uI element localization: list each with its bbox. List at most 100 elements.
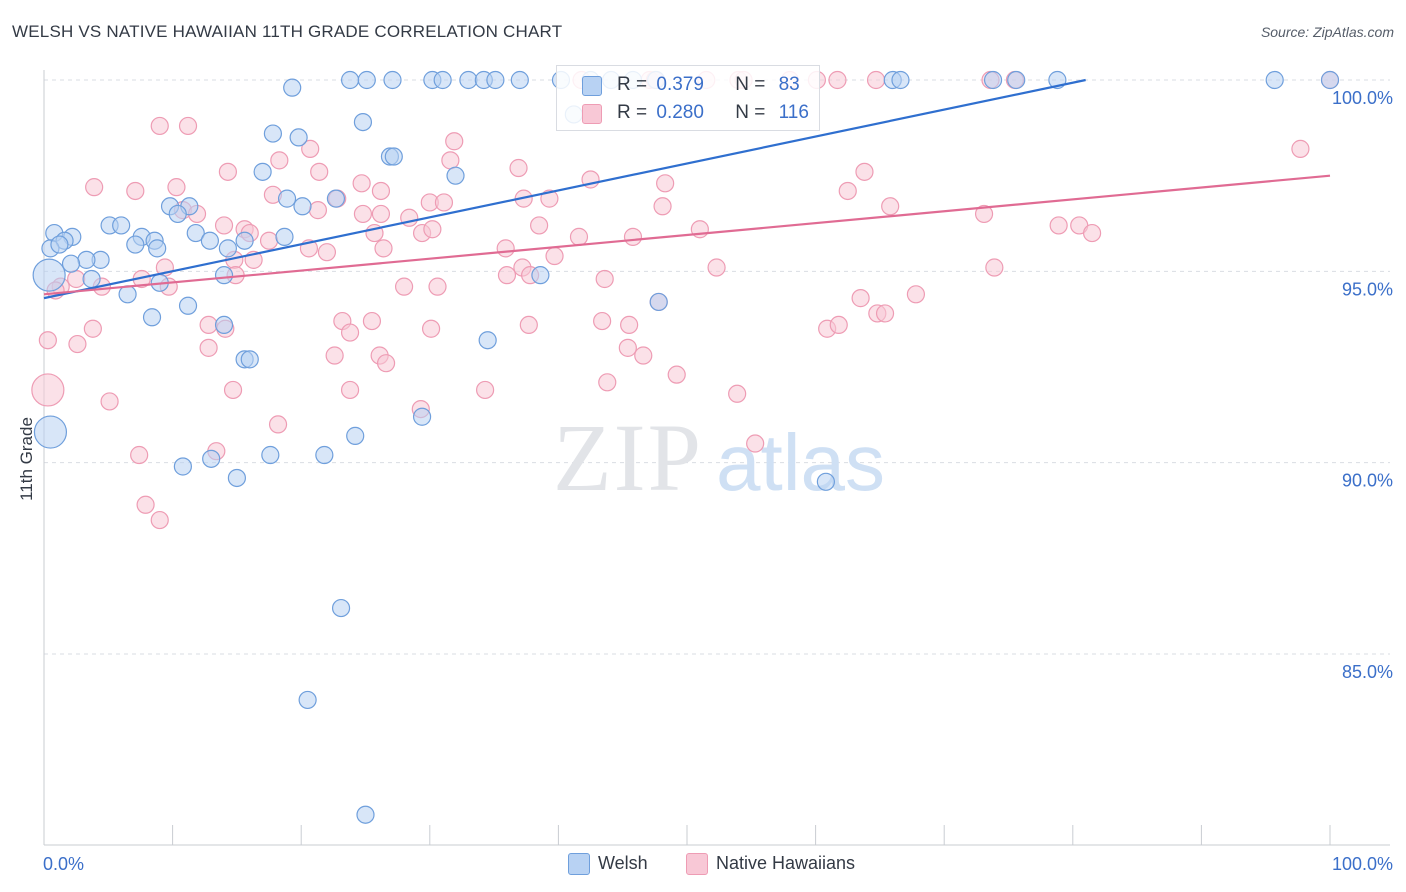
welsh-point <box>412 407 432 426</box>
trend-lines <box>43 78 1331 300</box>
hawaiian-point <box>595 269 614 289</box>
hawaiian-n-value: 116 <box>778 102 809 123</box>
welsh-point <box>1320 70 1340 90</box>
hawaiian-point <box>598 373 617 392</box>
hawaiian-point <box>31 373 65 407</box>
hawaiian-point <box>851 289 870 308</box>
hawaiian-point <box>855 162 874 181</box>
welsh-point <box>214 315 234 335</box>
welsh-point <box>486 70 505 90</box>
watermark-zip: ZIP <box>553 404 703 511</box>
welsh-point <box>649 292 668 312</box>
hawaiian-point <box>199 315 218 335</box>
hawaiian-point <box>150 510 169 530</box>
hawaiian-point <box>985 258 1004 277</box>
welsh-point <box>112 216 131 235</box>
welsh-point <box>168 204 187 224</box>
hawaiian-point <box>130 445 149 465</box>
hawaiian-n-label: N = <box>735 102 766 123</box>
axis-labels: 85.0% 90.0% 95.0% 100.0% 0.0% 100.0% 11th Grad… <box>17 88 1393 874</box>
hawaiian-point <box>310 162 329 181</box>
hawaiian-point <box>866 70 886 90</box>
hawaiian-point <box>653 197 672 216</box>
welsh-point <box>82 269 101 289</box>
welsh-point <box>326 189 346 208</box>
hawaiian-point <box>1082 223 1102 243</box>
hawaiian-point <box>838 181 857 201</box>
hawaiian-point <box>623 227 643 246</box>
welsh-point <box>275 227 294 246</box>
hawaiian-point <box>540 189 559 208</box>
hawaiian-point <box>829 315 848 335</box>
hawaiian-point <box>317 243 337 262</box>
welsh-point <box>340 70 360 90</box>
hawaiian-point <box>301 139 320 158</box>
welsh-point <box>1007 70 1026 90</box>
welsh-point <box>263 124 283 143</box>
welsh-point <box>346 426 365 445</box>
x-tick-label-max: 100.0% <box>1332 854 1393 874</box>
hawaiian-point <box>828 70 847 90</box>
welsh-point <box>33 415 68 449</box>
hawaiian-point <box>199 338 218 357</box>
hawaiian-point <box>545 246 564 266</box>
hawaiian-point <box>362 311 382 331</box>
welsh-swatch <box>582 76 602 96</box>
hawaiian-point <box>68 334 87 354</box>
welsh-point <box>173 457 192 476</box>
welsh-point <box>126 235 145 254</box>
hawaiian-point <box>214 216 234 235</box>
hawaiian-point <box>441 151 460 170</box>
hawaiian-point <box>136 495 155 514</box>
welsh-point <box>331 598 351 618</box>
y-tick-label: 95.0% <box>1342 279 1393 299</box>
welsh-legend-label: Welsh <box>598 853 648 873</box>
hawaiian-point <box>428 277 447 296</box>
welsh-point <box>510 70 529 90</box>
welsh-point <box>118 285 137 304</box>
hawaiian-point <box>475 380 495 400</box>
hawaiian-point <box>618 338 637 357</box>
hawaiian-point <box>376 354 396 373</box>
hawaiian-point <box>497 266 517 285</box>
hawaiian-point <box>746 434 765 453</box>
welsh-r-label: R = <box>617 74 648 95</box>
welsh-r-value: 0.379 <box>656 74 704 95</box>
welsh-point <box>218 239 237 258</box>
welsh-point <box>298 690 317 710</box>
hawaiian-point <box>667 365 686 384</box>
welsh-point <box>214 266 234 285</box>
hawaiian-legend-label: Native Hawaiians <box>716 853 856 873</box>
welsh-point <box>277 189 297 208</box>
hawaiian-point <box>340 323 360 342</box>
hawaiian-point <box>434 193 454 212</box>
welsh-point <box>1265 70 1284 90</box>
hawaiian-point <box>352 174 371 193</box>
hawaiian-point <box>1291 139 1310 158</box>
hawaiian-point <box>620 315 639 335</box>
hawaiian-point <box>569 227 589 246</box>
hawaiian-point <box>445 132 464 151</box>
welsh-point <box>459 70 478 90</box>
welsh-point <box>200 231 219 250</box>
chart-title: WELSH VS NATIVE HAWAIIAN 11TH GRADE CORR… <box>12 22 563 41</box>
welsh-point <box>356 805 375 824</box>
welsh-point <box>315 445 334 465</box>
welsh-trend-line <box>43 78 1086 300</box>
welsh-point <box>32 258 66 292</box>
hawaiian-point <box>167 178 186 197</box>
hawaiian-point <box>496 239 515 258</box>
welsh-point <box>202 449 221 468</box>
welsh-point <box>283 78 302 97</box>
hawaiian-point <box>707 258 726 277</box>
welsh-point <box>446 166 465 185</box>
welsh-point <box>148 239 167 258</box>
welsh-point <box>253 162 272 181</box>
welsh-point <box>531 266 550 285</box>
y-axis-label: 11th Grade <box>17 417 36 501</box>
series-native-hawaiians <box>31 70 1340 530</box>
welsh-point <box>384 147 403 166</box>
hawaiian-swatch <box>582 104 602 124</box>
x-tick-label-min: 0.0% <box>43 854 84 874</box>
correlation-legend: R = 0.379 N = 83 R = 0.280 N = 116 <box>556 65 820 131</box>
